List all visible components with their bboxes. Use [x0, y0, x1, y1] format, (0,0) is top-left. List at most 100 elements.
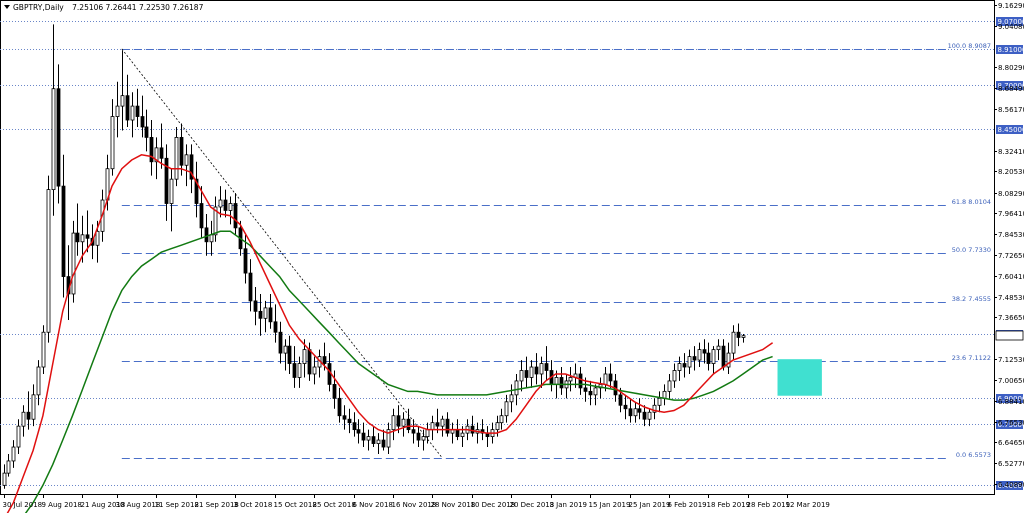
- candle-body-up: [2, 472, 7, 486]
- candle-28: [140, 95, 145, 138]
- candle-body-up: [697, 349, 702, 361]
- x-tick-label-13: 20 Dec 2018: [510, 501, 555, 509]
- candle-body-down: [524, 370, 529, 378]
- candle-69: [342, 405, 347, 430]
- candle-34: [169, 168, 174, 232]
- candle-42: [209, 220, 214, 256]
- candle-body-down: [287, 345, 292, 364]
- candle-body-down: [189, 154, 194, 180]
- level-tag-label-7: 6.40000: [998, 482, 1024, 490]
- target-zone-box: [777, 359, 822, 396]
- candle-body-down: [75, 232, 80, 243]
- candle-body-up: [283, 345, 288, 354]
- candle-136: [672, 363, 677, 388]
- candle-36: [179, 123, 184, 176]
- y-tick-label-14: 7.12530: [998, 356, 1024, 364]
- candle-body-up: [80, 234, 85, 243]
- y-tick-label-7: 8.08290: [998, 190, 1024, 198]
- candle-body-up: [41, 331, 46, 368]
- candle-150: [741, 333, 746, 343]
- candle-body-up: [677, 363, 682, 371]
- ohlc-values: 7.25106 7.26441 7.22530 7.26187: [72, 3, 203, 12]
- candle-body-up: [169, 178, 174, 204]
- candle-body-up: [495, 422, 500, 431]
- level-tag-2: [996, 81, 1023, 90]
- x-tick-label-6: 3 Oct 2018: [234, 501, 273, 509]
- candle-body-up: [36, 366, 41, 396]
- candle-44: [218, 186, 223, 218]
- candle-26: [130, 92, 135, 138]
- price-axis[interactable]: 9.070008.910008.700008.450007.270006.900…: [994, 2, 1024, 490]
- candle-body-up: [263, 307, 268, 319]
- candle-body-down: [470, 425, 475, 434]
- candle-103: [509, 384, 514, 413]
- candle-body-up: [16, 425, 21, 448]
- fib-label-0: 100.0 8.9087: [948, 42, 991, 50]
- y-tick-label-3: 8.68490: [998, 85, 1024, 93]
- candle-body-up: [460, 432, 465, 437]
- fib-label-3: 38.2 7.4555: [952, 295, 991, 303]
- candle-77: [381, 429, 386, 451]
- candle-body-down: [278, 331, 283, 354]
- candle-body-down: [268, 307, 273, 323]
- candle-body-up: [391, 415, 396, 431]
- candle-body-down: [159, 147, 164, 159]
- level-tag-7: [996, 481, 1023, 490]
- candle-57: [283, 339, 288, 371]
- candle-31: [154, 137, 159, 180]
- candle-108: [534, 353, 539, 385]
- fib-label-5: 0.0 6.5573: [956, 451, 991, 459]
- candle-141: [697, 342, 702, 368]
- y-tick-label-12: 7.48530: [998, 294, 1024, 302]
- candle-126: [623, 394, 628, 420]
- candle-11: [56, 64, 61, 204]
- candle-body-down: [253, 300, 258, 312]
- candle-137: [677, 356, 682, 381]
- candle-91: [450, 422, 455, 444]
- y-tick-label-2: 8.80290: [998, 64, 1024, 72]
- candle-109: [539, 356, 544, 388]
- candle-body-up: [11, 446, 16, 462]
- candle-59: [292, 346, 297, 388]
- candle-body-up: [71, 232, 76, 295]
- x-tick-label-7: 15 Oct 2018: [274, 501, 317, 509]
- candle-body-down: [692, 356, 697, 361]
- candle-127: [628, 398, 633, 423]
- candle-101: [499, 408, 504, 430]
- candle-149: [736, 323, 741, 347]
- level-tag-label-1: 8.91000: [998, 46, 1024, 54]
- candle-70: [347, 408, 352, 434]
- moving-averages: [6, 154, 774, 513]
- candle-130: [642, 405, 647, 427]
- candle-body-down: [445, 418, 450, 434]
- candle-body-up: [312, 366, 317, 375]
- candle-85: [421, 429, 426, 451]
- candle-73: [361, 422, 366, 448]
- candle-79: [391, 408, 396, 441]
- candle-body-up: [554, 377, 559, 385]
- x-tick-label-10: 16 Nov 2018: [392, 501, 437, 509]
- candle-body-up: [716, 345, 721, 351]
- candle-body-up: [386, 429, 391, 448]
- candle-102: [504, 394, 509, 423]
- candle-47: [233, 193, 238, 235]
- candle-body-down: [559, 377, 564, 389]
- candle-body-up: [514, 380, 519, 396]
- candle-body-down: [307, 349, 312, 375]
- x-tick-label-0: 30 Jul 2018: [3, 501, 43, 509]
- candle-54: [268, 293, 273, 329]
- candle-body-down: [179, 137, 184, 166]
- candle-body-up: [647, 411, 652, 420]
- candle-body-up: [184, 154, 189, 166]
- candle-body-up: [652, 404, 657, 413]
- candle-9: [46, 175, 51, 343]
- triangle-down-icon[interactable]: [4, 5, 10, 9]
- candle-147: [726, 342, 731, 374]
- level-tag-label-3: 8.45000: [998, 126, 1024, 134]
- candle-body-down: [26, 411, 31, 420]
- x-tick-label-1: 9 Aug 2018: [42, 501, 82, 509]
- y-tick-label-18: 6.64650: [998, 439, 1024, 447]
- candle-body-up: [711, 349, 716, 364]
